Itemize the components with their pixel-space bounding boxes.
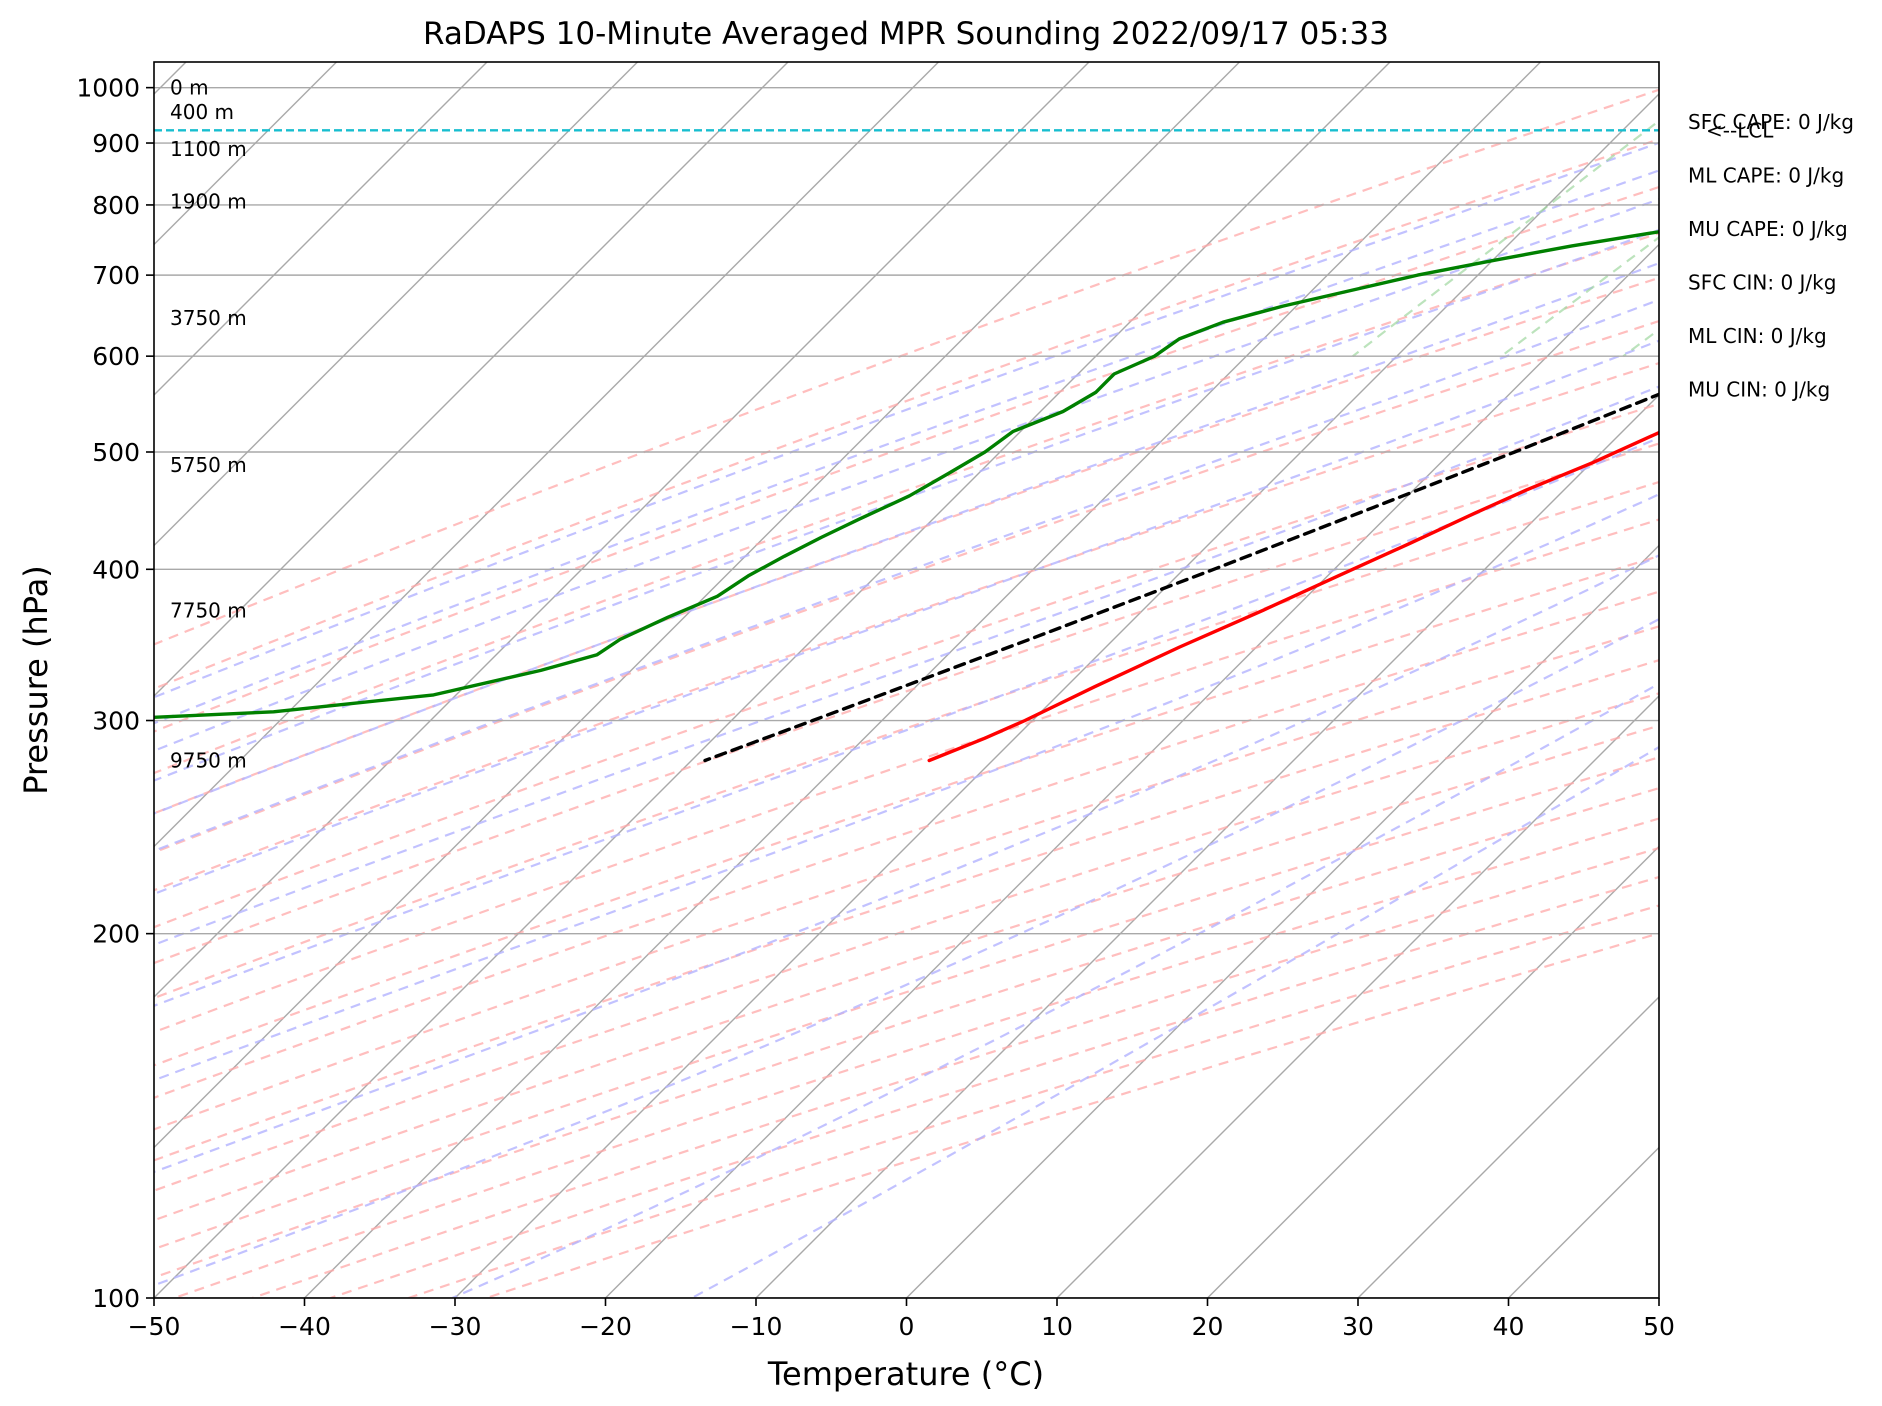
x-tick-label: −50 bbox=[128, 1312, 181, 1341]
isotherm-line bbox=[154, 62, 939, 848]
dry-adiabat-line bbox=[154, 724, 1659, 1222]
isotherm-line bbox=[906, 544, 1659, 1298]
dry-adiabat-line bbox=[154, 319, 1659, 854]
x-axis-ticks: −50 −40 −30 −20 −10 0 10 20 30 40 50 bbox=[128, 1298, 1675, 1341]
x-tick-label: −20 bbox=[579, 1312, 632, 1341]
dry-adiabat-line bbox=[154, 138, 1659, 690]
isotherm-line bbox=[1357, 996, 1659, 1298]
moist-adiabat-line bbox=[691, 745, 1659, 1298]
isotherm-line bbox=[154, 62, 638, 547]
moist-adiabat-line bbox=[154, 493, 1659, 1082]
isotherm-line bbox=[154, 62, 1240, 1149]
isotherm-line bbox=[454, 93, 1659, 1298]
x-tick-label: 50 bbox=[1643, 1312, 1675, 1341]
y-axis-ticks: 1000 900 800 700 600 500 400 300 200 100 bbox=[76, 74, 154, 1313]
sounding-series bbox=[154, 230, 1659, 763]
y-tick-label: 700 bbox=[92, 261, 140, 290]
y-tick-label: 300 bbox=[92, 707, 140, 736]
isotherm-line bbox=[1056, 695, 1659, 1298]
x-tick-label: −40 bbox=[278, 1312, 331, 1341]
dry-adiabat-line bbox=[154, 88, 1659, 646]
x-tick-label: 0 bbox=[899, 1312, 915, 1341]
stat-text: SFC CAPE: 0 J/kg bbox=[1688, 110, 1854, 134]
x-tick-label: −30 bbox=[429, 1312, 482, 1341]
moist-adiabat-line bbox=[154, 141, 1659, 699]
height-label: 5750 m bbox=[170, 453, 247, 477]
y-tick-label: 600 bbox=[92, 342, 140, 371]
y-tick-label: 400 bbox=[92, 555, 140, 584]
x-tick-label: 40 bbox=[1493, 1312, 1525, 1341]
height-label: 400 m bbox=[170, 100, 234, 124]
background-lines bbox=[154, 62, 1659, 1298]
dry-adiabat-line bbox=[154, 480, 1659, 1000]
moist-adiabat-line bbox=[154, 617, 1659, 1287]
x-tick-label: −10 bbox=[730, 1312, 783, 1341]
temperature-profile-line bbox=[927, 430, 1659, 763]
height-label: 1100 m bbox=[170, 137, 247, 161]
isotherm-line bbox=[154, 62, 488, 396]
x-tick-label: 30 bbox=[1342, 1312, 1374, 1341]
isotherm-line bbox=[154, 62, 1090, 998]
y-tick-label: 900 bbox=[92, 129, 140, 158]
dry-adiabat-line bbox=[154, 276, 1659, 815]
height-label: 0 m bbox=[170, 76, 209, 100]
y-tick-label: 200 bbox=[92, 920, 140, 949]
lcl-label: <--LCL bbox=[1706, 118, 1774, 142]
moist-adiabat-line bbox=[154, 298, 1659, 853]
height-label: 9750 m bbox=[170, 749, 247, 773]
dry-adiabat-line bbox=[154, 786, 1659, 1279]
parcel-profile-line bbox=[703, 392, 1659, 763]
dry-adiabat-line bbox=[154, 232, 1659, 775]
chart-title: RaDAPS 10-Minute Averaged MPR Sounding 2… bbox=[423, 16, 1389, 52]
height-label: 7750 m bbox=[170, 598, 247, 622]
y-tick-label: 800 bbox=[92, 191, 140, 220]
y-tick-label: 100 bbox=[92, 1284, 140, 1313]
stat-text: MU CAPE: 0 J/kg bbox=[1688, 217, 1848, 241]
isotherm-line bbox=[154, 62, 789, 697]
y-tick-label: 1000 bbox=[76, 74, 140, 103]
mixing-ratio-line bbox=[1352, 119, 1659, 358]
moist-adiabat-line bbox=[154, 228, 1659, 782]
stat-text: MU CIN: 0 J/kg bbox=[1688, 378, 1830, 402]
height-label: 3750 m bbox=[170, 306, 247, 330]
moist-adiabat-line bbox=[154, 198, 1659, 753]
height-label: 1900 m bbox=[170, 190, 247, 214]
x-tick-label: 10 bbox=[1041, 1312, 1073, 1341]
dewpoint-profile-line bbox=[154, 230, 1659, 719]
y-tick-label: 500 bbox=[92, 438, 140, 467]
x-tick-label: 20 bbox=[1192, 1312, 1224, 1341]
stat-text: ML CAPE: 0 J/kg bbox=[1688, 164, 1844, 188]
dry-adiabat-line bbox=[154, 590, 1659, 1099]
stat-text: SFC CIN: 0 J/kg bbox=[1688, 271, 1836, 295]
dry-adiabat-line bbox=[154, 518, 1659, 1034]
moist-adiabat-line bbox=[154, 339, 1659, 896]
dry-adiabat-line bbox=[154, 362, 1659, 892]
isotherm-line bbox=[154, 62, 1391, 1298]
y-axis-label: Pressure (hPa) bbox=[17, 565, 55, 795]
dry-adiabat-line bbox=[154, 554, 1659, 1067]
pressure-gridlines bbox=[154, 86, 1659, 1298]
moist-adiabat-line bbox=[154, 385, 1659, 946]
x-axis-label: Temperature (°C) bbox=[767, 1355, 1044, 1393]
stat-text: ML CIN: 0 J/kg bbox=[1688, 324, 1827, 348]
dry-adiabat-line bbox=[154, 756, 1659, 1251]
isotherm-line bbox=[605, 243, 1659, 1298]
stats-panel: SFC CAPE: 0 J/kg ML CAPE: 0 J/kg MU CAPE: … bbox=[1688, 110, 1854, 402]
isotherm-line bbox=[1207, 845, 1659, 1298]
